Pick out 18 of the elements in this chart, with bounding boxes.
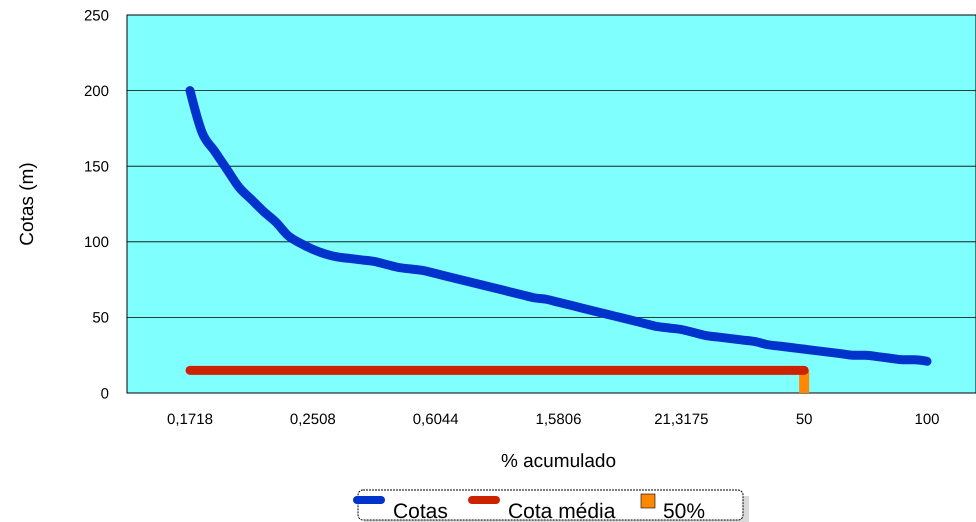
y-tick-label: 0 xyxy=(100,385,109,402)
x-tick-label: 21,3175 xyxy=(654,411,708,428)
x-tick-label: 0,1718 xyxy=(167,411,213,428)
x-tick-label: 50 xyxy=(796,411,813,428)
y-axis-title: Cotas (m) xyxy=(17,162,38,246)
x-tick-label: 0,2508 xyxy=(290,411,336,428)
y-tick-label: 50 xyxy=(92,310,109,327)
legend-label: Cotas xyxy=(393,500,448,522)
x-tick-label: 1,5806 xyxy=(536,411,582,428)
x-tick-label: 0,6044 xyxy=(412,411,459,428)
x-axis-title: % acumulado xyxy=(500,451,616,472)
y-tick-label: 250 xyxy=(84,7,109,24)
x-tick-label: 100 xyxy=(914,411,940,428)
legend-label: Cota média xyxy=(508,500,616,522)
legend-label: 50% xyxy=(663,500,706,522)
y-tick-label: 100 xyxy=(84,234,109,252)
y-tick-label: 150 xyxy=(84,158,109,176)
y-tick-label: 200 xyxy=(84,82,109,100)
